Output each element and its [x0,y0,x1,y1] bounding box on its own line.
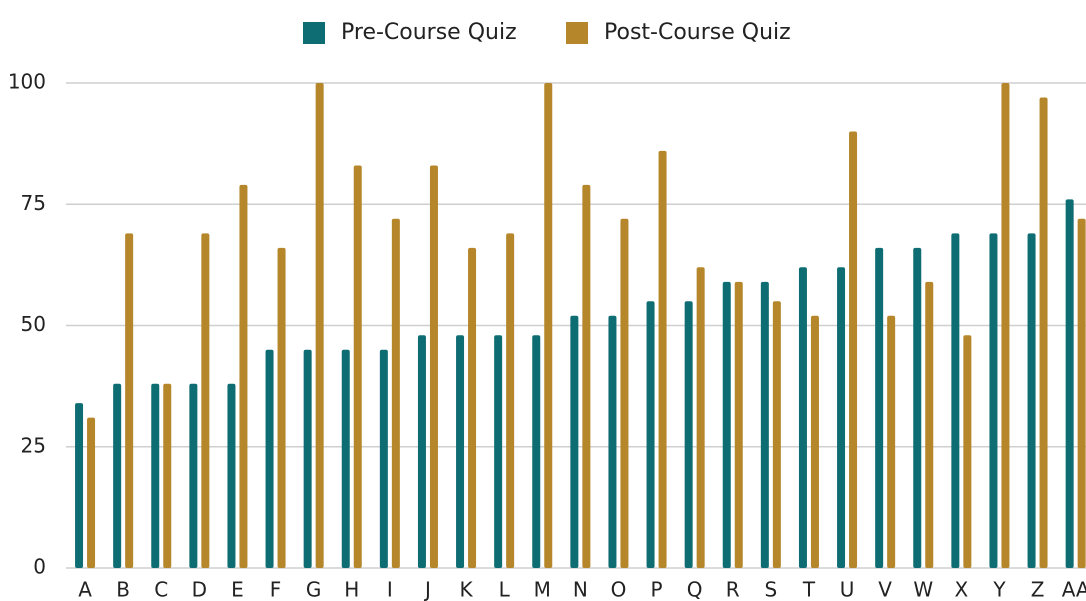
bar [658,150,667,568]
bar [303,349,312,568]
bar [1065,199,1074,568]
x-tick-label: B [116,578,130,601]
bar [315,83,324,568]
bar [582,184,591,568]
x-tick-label: W [913,578,933,601]
bar [837,267,846,568]
bar [696,267,705,568]
x-tick-label: T [802,578,816,601]
bar [913,247,922,568]
bar [989,233,998,568]
bar [875,247,884,568]
x-tick-label: Y [992,578,1006,601]
y-tick-label: 100 [8,70,46,94]
bar [620,218,629,569]
bar [506,233,515,568]
legend-label: Pre-Course Quiz [341,20,517,45]
bar [87,417,96,568]
legend-label: Post-Course Quiz [604,20,791,45]
bar [163,383,172,568]
bar [189,383,198,568]
x-tick-label: A [78,578,92,601]
y-tick-label: 50 [21,312,46,336]
x-tick-label: P [651,578,663,601]
y-tick-label: 0 [33,555,46,579]
x-tick-label: E [231,578,244,601]
bar [734,281,743,568]
x-tick-label: C [154,578,168,601]
bar [532,335,541,568]
x-tick-label: J [423,578,431,601]
bar [646,301,655,568]
x-tick-label: H [344,578,359,601]
legend-swatch [303,22,325,44]
bar [353,165,362,568]
bar [265,349,274,568]
bar [429,165,438,568]
x-tick-label: L [499,578,511,601]
bar [341,349,350,568]
bar [1077,218,1086,569]
bar [684,301,693,568]
y-tick-label: 75 [21,191,46,215]
bar [456,335,465,568]
bar [760,281,769,568]
bar [239,184,248,568]
bar [887,315,896,568]
x-tick-label: G [306,578,322,601]
x-tick-label: AA [1062,578,1086,601]
bar [722,281,731,568]
bar [544,83,553,568]
bar [125,233,134,568]
bar [151,383,160,568]
x-tick-label: V [878,578,892,601]
bar [468,247,477,568]
x-tick-label: R [726,578,740,601]
bar [201,233,210,568]
bar [570,315,579,568]
x-tick-label: O [611,578,627,601]
bar [772,301,781,568]
bar [951,233,960,568]
bar [113,383,122,568]
bar [227,383,236,568]
bar [849,131,858,568]
bar [494,335,503,568]
bar [608,315,617,568]
bar [391,218,400,569]
x-tick-label: U [840,578,855,601]
x-tick-label: S [764,578,777,601]
bar [1001,83,1010,568]
bar [925,281,934,568]
x-tick-label: K [459,578,473,601]
x-tick-label: M [534,578,551,601]
x-tick-label: Z [1031,578,1045,601]
bar [417,335,426,568]
bar [379,349,388,568]
y-tick-label: 25 [21,433,46,457]
x-tick-label: D [192,578,207,601]
bar [1039,97,1048,569]
bar [1027,233,1036,568]
bar [75,403,84,568]
bar [963,335,972,568]
x-tick-label: I [387,578,393,601]
x-tick-label: F [270,578,282,601]
x-tick-label: X [954,578,968,601]
bar [810,315,819,568]
bar [798,267,807,568]
x-tick-label: Q [687,578,703,601]
bar [277,247,286,568]
legend-swatch [566,22,588,44]
x-tick-label: N [573,578,588,601]
